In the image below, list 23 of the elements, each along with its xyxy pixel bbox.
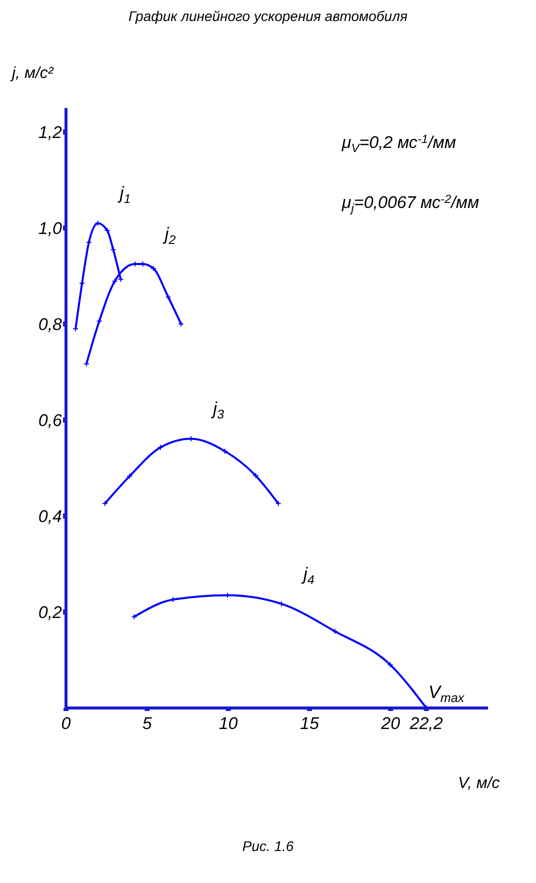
x-axis-title: V, м/с (458, 775, 500, 792)
y-tick-label: 0,8 (38, 315, 63, 334)
series-label: j$_{2}$ (162, 224, 176, 247)
annotation: μ$_{j}$=0,0067 мс$^{-2}$/мм (340, 192, 480, 215)
x-tick-label: 5 (142, 714, 152, 734)
x-tick-label: 22,2 (408, 714, 444, 734)
y-axis-title: j, м/с² (10, 65, 54, 82)
x-tick-label: 10 (218, 714, 238, 734)
annotation: V$_{max}$ (428, 682, 465, 705)
y-tick-label: 0,4 (38, 507, 62, 526)
series-label: j$_{4}$ (300, 564, 314, 587)
series-label: j$_{1}$ (116, 183, 131, 206)
y-tick-label: 0,2 (38, 603, 63, 622)
series-label: j$_{3}$ (210, 398, 224, 422)
y-tick-label: 0,6 (38, 411, 63, 430)
x-tick-label: 15 (300, 714, 320, 734)
x-tick-label: 0 (61, 714, 72, 734)
text: Рис. 1.6 (241, 838, 295, 854)
y-tick-label: 1,2 (38, 123, 63, 142)
chart-title: График линейного ускорения автомобиля (128, 8, 408, 26)
y-tick-label: 1,0 (38, 219, 63, 238)
annotation: μ$_{V}$=0,2 мс$^{-1}$/мм (340, 132, 456, 155)
x-tick-label: 20 (380, 714, 401, 734)
